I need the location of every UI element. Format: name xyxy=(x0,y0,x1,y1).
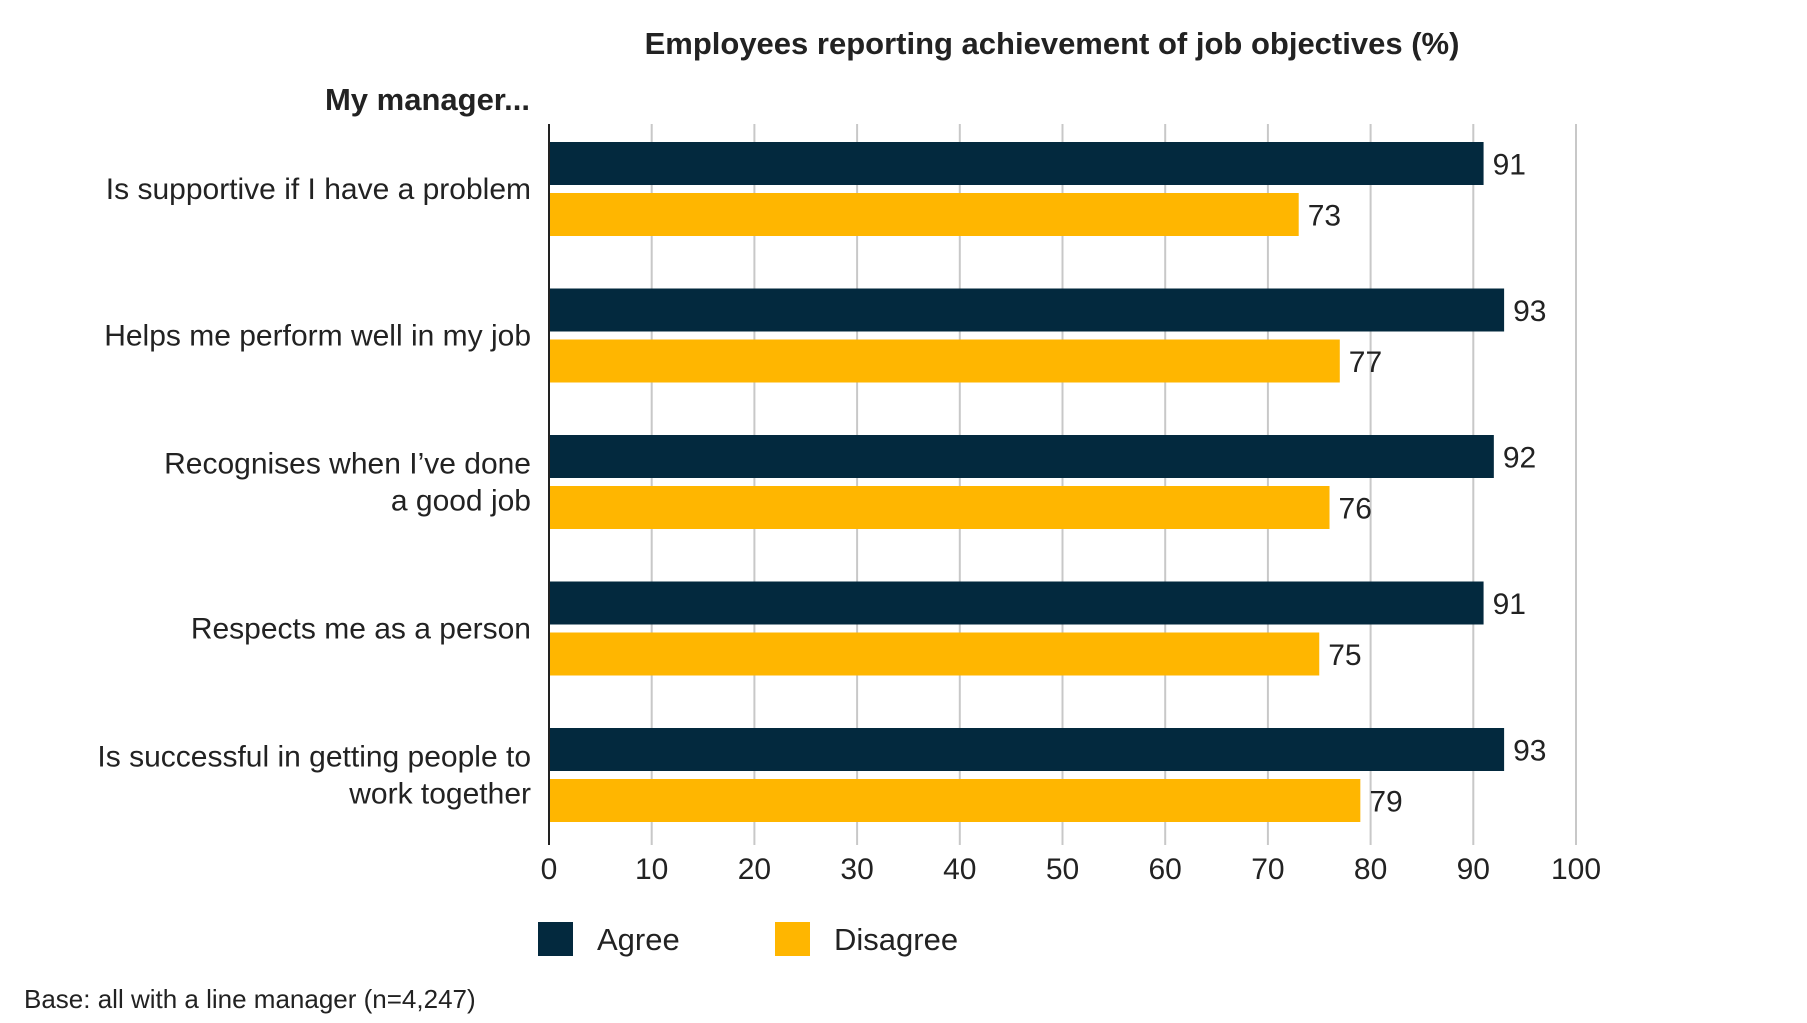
category-label: Is supportive if I have a problem xyxy=(106,173,531,206)
x-tick-label: 50 xyxy=(1046,853,1079,886)
data-label: 77 xyxy=(1349,346,1382,379)
category-label: work together xyxy=(348,778,531,811)
category-label: Respects me as a person xyxy=(191,613,531,646)
category-label: a good job xyxy=(391,485,531,518)
x-tick-labels: 0 10 20 30 40 50 60 70 80 90 100 xyxy=(541,853,1601,886)
footnote: Base: all with a line manager (n=4,247) xyxy=(24,984,476,1014)
legend-label: Disagree xyxy=(834,922,958,957)
x-tick-label: 0 xyxy=(541,853,558,886)
gridlines xyxy=(650,124,1577,845)
chart-title: Employees reporting achievement of job o… xyxy=(645,26,1460,61)
bar-disagree xyxy=(550,193,1299,236)
x-tick-label: 100 xyxy=(1551,853,1601,886)
x-tick-label: 70 xyxy=(1251,853,1284,886)
data-label: 91 xyxy=(1493,149,1526,182)
bar-agree xyxy=(550,142,1484,185)
legend-swatch-agree xyxy=(538,922,573,956)
category-label: Helps me perform well in my job xyxy=(104,320,531,353)
data-label: 93 xyxy=(1513,735,1546,768)
bar-disagree xyxy=(550,779,1361,822)
category-label: Recognises when I’ve done xyxy=(164,448,531,481)
bar-agree xyxy=(550,581,1484,625)
x-tick-label: 60 xyxy=(1149,853,1182,886)
x-tick-label: 20 xyxy=(738,853,771,886)
category-heading: My manager... xyxy=(325,82,530,117)
bar-disagree xyxy=(550,632,1320,676)
bar-agree xyxy=(550,728,1505,771)
legend-swatch-disagree xyxy=(775,922,810,956)
category-labels: Is supportive if I have a problem Helps m… xyxy=(97,173,531,811)
x-tick-label: 80 xyxy=(1354,853,1387,886)
data-label: 73 xyxy=(1308,200,1341,233)
data-label: 75 xyxy=(1328,639,1361,672)
bar-disagree xyxy=(550,486,1330,529)
x-tick-label: 40 xyxy=(943,853,976,886)
x-tick-label: 30 xyxy=(840,853,873,886)
data-label: 91 xyxy=(1493,588,1526,621)
x-tick-label: 90 xyxy=(1457,853,1490,886)
legend: Agree Disagree xyxy=(538,922,958,957)
data-label: 79 xyxy=(1369,786,1402,819)
legend-label: Agree xyxy=(597,922,680,957)
category-label: Is successful in getting people to xyxy=(97,741,531,774)
x-tick-label: 10 xyxy=(635,853,668,886)
data-label: 76 xyxy=(1339,493,1372,526)
data-label: 93 xyxy=(1513,295,1546,328)
data-label: 92 xyxy=(1503,442,1536,475)
bar-disagree xyxy=(550,339,1340,383)
bar-agree xyxy=(550,435,1494,478)
bars: 91 73 93 77 92 76 91 75 93 79 xyxy=(550,142,1546,822)
bar-agree xyxy=(550,288,1505,332)
